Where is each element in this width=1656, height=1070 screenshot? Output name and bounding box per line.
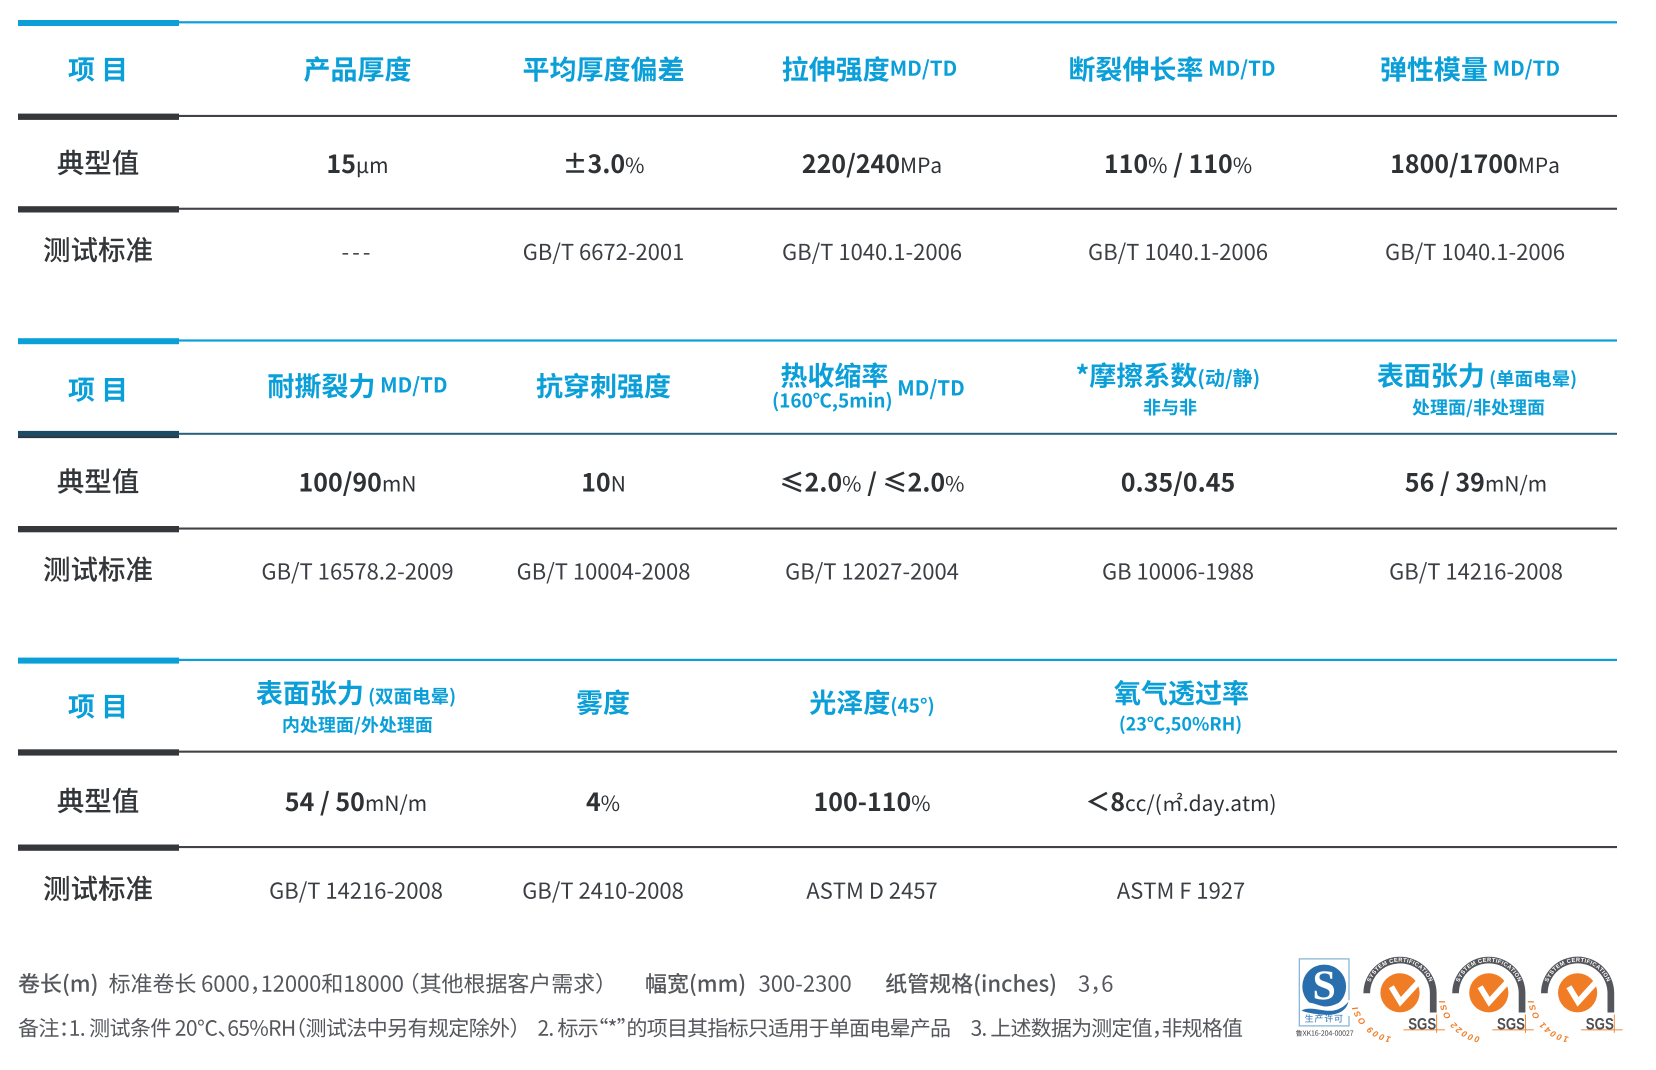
- svg-text:1009 OSI: 1009 OSI: [1349, 1004, 1391, 1044]
- svg-text:S: S: [1313, 964, 1336, 1010]
- svg-text:SGS: SGS: [1497, 1015, 1525, 1034]
- svg-text:SGS: SGS: [1408, 1015, 1436, 1034]
- svg-text:SGS: SGS: [1586, 1015, 1614, 1034]
